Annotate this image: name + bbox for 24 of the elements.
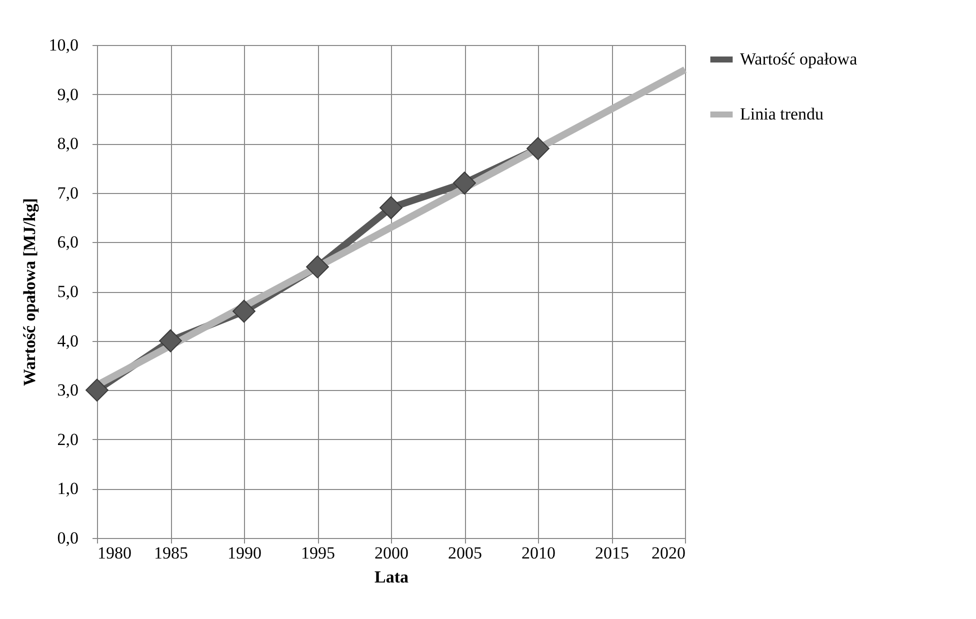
x-tick-label: 2015 (595, 544, 629, 562)
y-tick-label: 6,0 (57, 232, 78, 252)
y-tick-label: 2,0 (57, 430, 78, 449)
x-tick-label: 2005 (448, 544, 482, 562)
x-tick-label: 2010 (522, 544, 556, 562)
x-tick-label: 1980 (98, 544, 132, 562)
y-tick-label: 4,0 (57, 331, 78, 350)
x-tick-label: 1995 (301, 544, 335, 562)
x-tick-label: 1985 (154, 544, 188, 562)
y-tick-label: 10,0 (48, 36, 78, 54)
legend-label: Wartość opałowa (740, 50, 858, 68)
y-tick-label: 8,0 (57, 134, 78, 154)
y-tick-label: 9,0 (57, 84, 78, 104)
legend-label: Linia trendu (740, 104, 824, 124)
y-axis-title: Wartość opałowa [MJ/kg] (20, 198, 39, 386)
y-tick-label: 0,0 (57, 528, 78, 548)
x-tick-label: 2000 (374, 544, 408, 562)
y-tick-label: 1,0 (57, 479, 78, 498)
y-tick-label: 3,0 (57, 380, 78, 400)
x-axis-title: Lata (374, 568, 409, 586)
x-tick-label: 2020 (652, 544, 686, 562)
x-tick-label: 1990 (228, 544, 262, 562)
y-tick-label: 7,0 (57, 183, 78, 202)
y-tick-label: 5,0 (57, 282, 78, 301)
